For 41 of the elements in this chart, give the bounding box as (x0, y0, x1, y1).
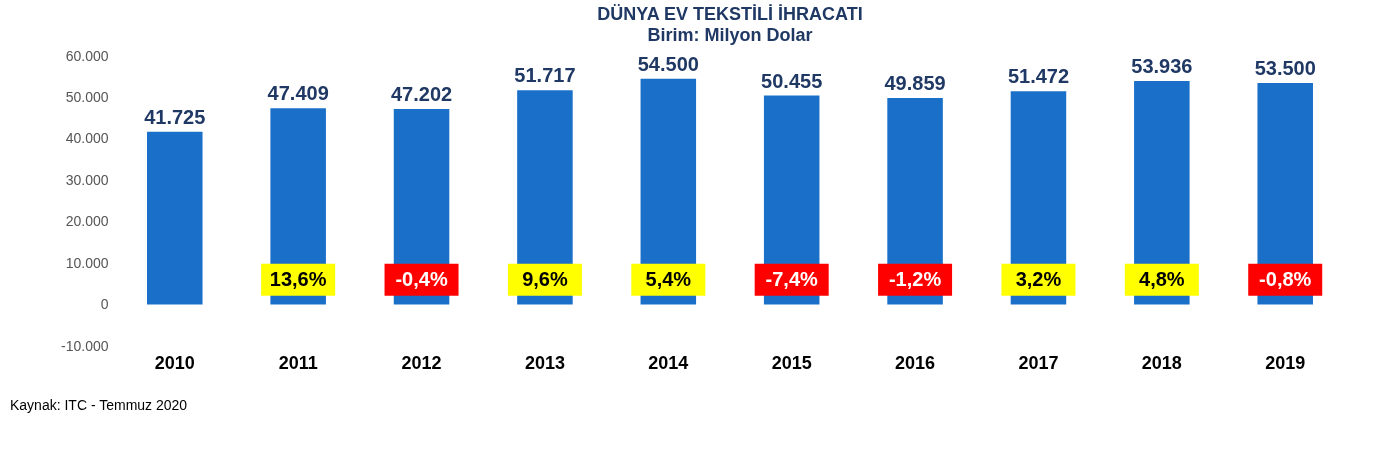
x-tick-label: 2019 (1265, 352, 1306, 373)
y-tick-label: 0 (100, 296, 109, 313)
annotation: -0,8% (1259, 267, 1312, 290)
data-label: 49.859 (884, 72, 946, 95)
y-tick-label: 60.000 (65, 47, 109, 64)
annotation: -0,4% (395, 267, 448, 290)
x-tick-label: 2010 (154, 352, 195, 373)
bar (147, 131, 203, 305)
x-tick-label: 2011 (278, 352, 318, 373)
chart-title: DÜNYA EV TEKSTİLİ İHRACATI (597, 4, 863, 24)
x-tick-label: 2016 (895, 352, 936, 373)
x-tick-label: 2012 (401, 352, 442, 373)
data-label: 54.500 (637, 52, 699, 75)
annotation: -1,2% (888, 267, 942, 290)
data-label: 47.409 (267, 82, 329, 105)
data-label: 51.472 (1007, 65, 1070, 88)
annotation: -7,4% (765, 267, 819, 290)
y-tick-label: 30.000 (65, 171, 109, 188)
data-label: 47.202 (390, 83, 453, 106)
y-tick-label: 20.000 (65, 213, 109, 230)
data-label: 51.717 (514, 64, 576, 87)
x-tick-label: 2018 (1141, 352, 1182, 373)
annotation: 5,4% (645, 267, 692, 290)
chart-subtitle: Birim: Milyon Dolar (647, 25, 813, 45)
y-tick-label: -10.000 (61, 337, 109, 354)
annotation: 13,6% (269, 267, 327, 290)
data-label: 53.500 (1254, 56, 1316, 79)
x-tick-label: 2017 (1018, 352, 1059, 373)
data-label: 41.725 (144, 105, 206, 128)
data-label: 53.936 (1131, 55, 1193, 78)
data-label: 50.455 (761, 69, 823, 92)
x-tick-label: 2013 (524, 352, 565, 373)
text: Kaynak: ITC - Temmuz 2020 (10, 397, 188, 413)
x-tick-label: 2014 (648, 352, 689, 373)
x-tick-label: 2015 (771, 352, 812, 373)
annotation: 4,8% (1139, 267, 1185, 290)
annotation: 3,2% (1015, 267, 1062, 290)
y-tick-label: 40.000 (65, 130, 109, 147)
y-tick-label: 50.000 (65, 88, 109, 105)
y-tick-label: 10.000 (65, 254, 109, 271)
annotation: 9,6% (522, 267, 568, 290)
